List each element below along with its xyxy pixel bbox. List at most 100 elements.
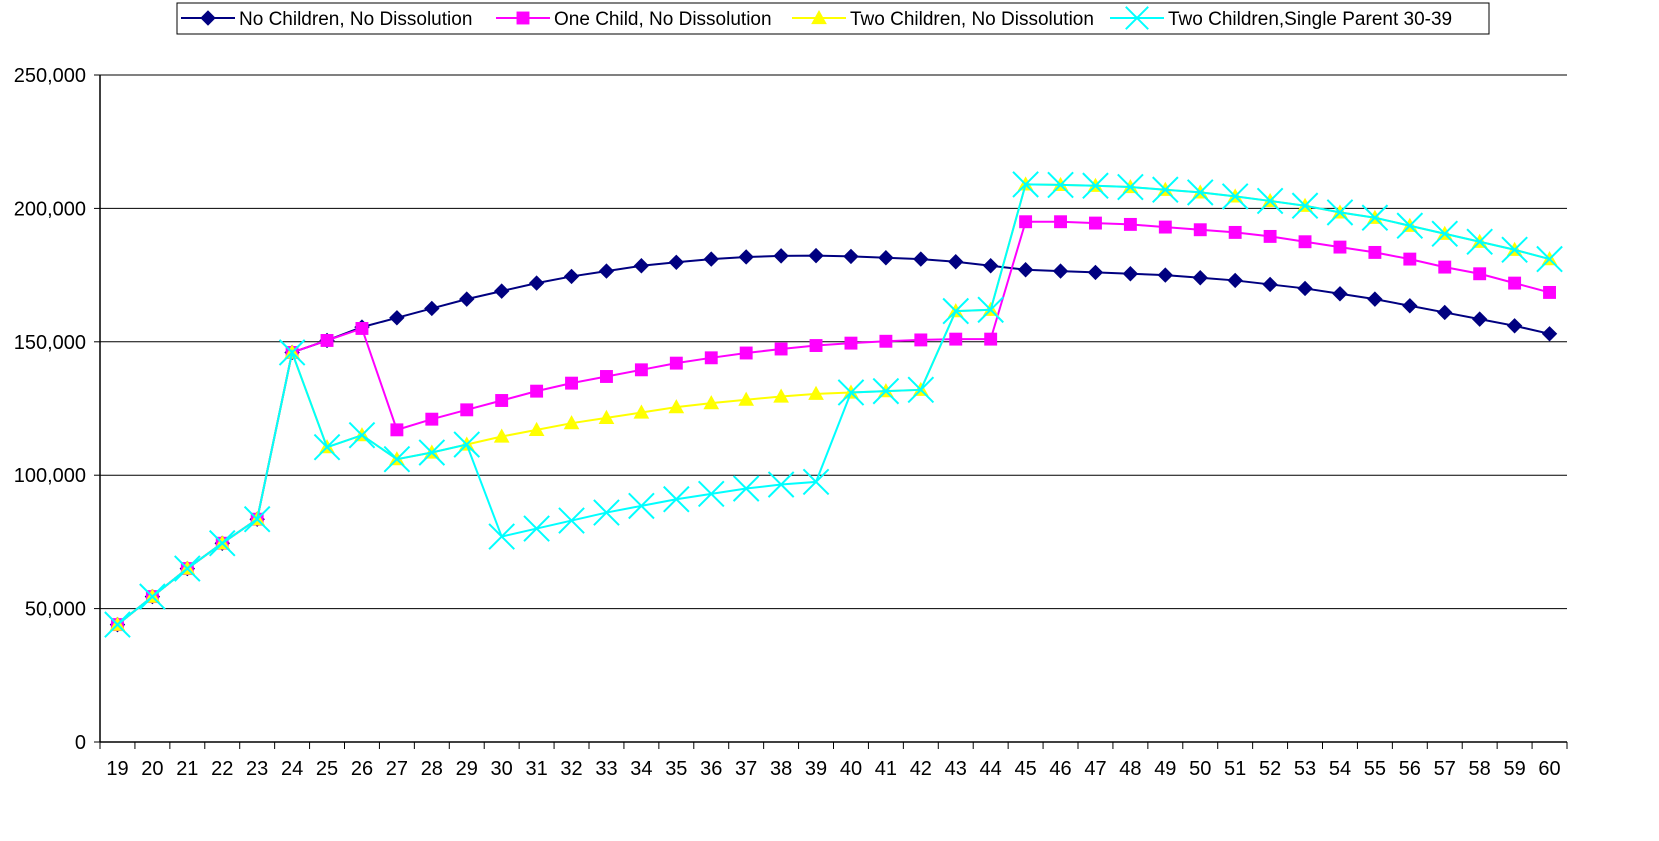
data-point — [530, 384, 544, 398]
data-point — [390, 423, 404, 437]
data-point — [1012, 171, 1039, 198]
x-tick-label: 59 — [1503, 758, 1525, 780]
data-point — [1543, 285, 1556, 299]
data-point — [704, 351, 718, 365]
data-point — [984, 332, 998, 346]
data-point — [703, 251, 719, 267]
x-tick-label: 31 — [525, 758, 547, 780]
x-tick-label: 41 — [875, 758, 897, 780]
data-point — [523, 515, 550, 542]
data-point — [942, 297, 970, 325]
data-point — [878, 250, 894, 266]
data-point — [598, 409, 615, 424]
x-tick-label: 57 — [1434, 758, 1456, 780]
data-point — [1298, 235, 1312, 249]
data-point — [913, 251, 929, 267]
data-point — [320, 334, 334, 347]
data-point — [669, 356, 683, 370]
data-point — [558, 507, 585, 534]
data-point — [773, 248, 789, 264]
data-point — [104, 611, 131, 638]
data-point — [1368, 245, 1382, 259]
series-line — [116, 254, 1550, 626]
data-point — [802, 468, 830, 496]
legend-label: Two Children,Single Parent 30-39 — [1168, 9, 1452, 30]
data-point — [1052, 263, 1069, 279]
data-point — [1157, 267, 1174, 283]
data-point — [1501, 236, 1528, 264]
legend-entry-3: Two Children, No Dissolution — [792, 9, 1094, 30]
x-tick-label: 51 — [1224, 758, 1246, 780]
data-point — [1117, 173, 1144, 201]
data-point — [697, 480, 725, 508]
data-point — [1431, 220, 1459, 248]
series-group — [104, 171, 1563, 638]
y-tick-label: 250,000 — [14, 65, 86, 87]
data-point — [1297, 280, 1313, 297]
data-point — [738, 249, 754, 265]
data-point — [313, 433, 341, 461]
series-2 — [111, 215, 1556, 632]
data-point — [563, 268, 580, 285]
data-point — [1158, 220, 1172, 234]
y-tick-label: 0 — [75, 732, 86, 754]
x-tick-label: 24 — [281, 758, 303, 780]
x-tick-label: 52 — [1259, 758, 1281, 780]
data-point — [418, 439, 446, 466]
data-point — [1333, 240, 1347, 254]
data-point — [1402, 298, 1418, 314]
x-tick-label: 34 — [630, 758, 652, 780]
x-tick-label: 46 — [1049, 758, 1071, 780]
data-point — [1089, 216, 1102, 230]
data-point — [1541, 326, 1558, 342]
data-point — [453, 431, 481, 458]
y-tick-label: 100,000 — [14, 465, 86, 487]
x-tick-label: 20 — [141, 758, 163, 780]
data-point — [663, 485, 690, 513]
data-point — [348, 421, 376, 449]
x-tick-label: 33 — [595, 758, 617, 780]
data-point — [1019, 215, 1033, 229]
data-point — [739, 346, 753, 360]
data-point — [773, 388, 789, 403]
data-point — [668, 399, 685, 414]
data-point — [425, 412, 439, 426]
data-point — [1228, 225, 1242, 239]
data-point — [809, 339, 823, 352]
data-point — [1123, 217, 1137, 231]
data-point — [633, 258, 650, 274]
data-point — [389, 310, 405, 326]
x-tick-label: 49 — [1154, 758, 1176, 780]
data-point — [1152, 176, 1179, 204]
data-point — [732, 475, 760, 502]
x-tick-label: 38 — [770, 758, 792, 780]
data-point — [355, 322, 369, 335]
x-tick-label: 36 — [700, 758, 722, 780]
data-point — [1508, 276, 1522, 290]
data-point — [977, 296, 1004, 324]
data-point — [1087, 264, 1104, 281]
data-point — [1332, 286, 1348, 302]
data-point — [528, 275, 545, 291]
x-tick-label: 47 — [1084, 758, 1106, 780]
data-point — [1403, 252, 1417, 266]
data-point — [668, 254, 685, 271]
data-point — [493, 428, 510, 443]
data-point — [1536, 245, 1563, 273]
data-point — [460, 403, 474, 417]
gridlines — [100, 74, 1567, 610]
series-line — [116, 220, 1550, 626]
data-point — [565, 376, 578, 390]
x-tick-label: 19 — [106, 758, 128, 780]
data-point — [278, 339, 306, 366]
data-point — [243, 505, 271, 533]
data-point — [633, 404, 650, 419]
data-point — [1506, 318, 1523, 334]
data-point — [598, 263, 615, 279]
data-point — [493, 283, 510, 299]
x-tick-label: 43 — [945, 758, 967, 780]
legend-entry-4: Two Children,Single Parent 30-39 — [1110, 6, 1452, 30]
legend-label: One Child, No Dissolution — [554, 9, 772, 30]
data-point — [563, 415, 580, 430]
